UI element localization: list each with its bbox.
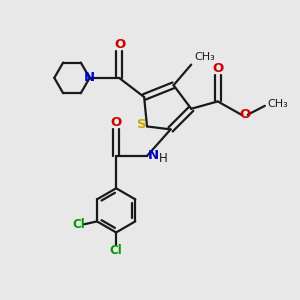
Text: H: H — [159, 152, 168, 165]
Text: Cl: Cl — [72, 218, 85, 231]
Text: O: O — [114, 38, 125, 51]
Text: CH₃: CH₃ — [194, 52, 215, 62]
Text: O: O — [240, 108, 251, 121]
Text: O: O — [110, 116, 121, 129]
Text: O: O — [213, 62, 224, 75]
Text: Cl: Cl — [110, 244, 122, 257]
Text: N: N — [83, 71, 94, 84]
Text: CH₃: CH₃ — [268, 99, 289, 110]
Text: N: N — [148, 149, 159, 162]
Text: S: S — [137, 118, 147, 131]
